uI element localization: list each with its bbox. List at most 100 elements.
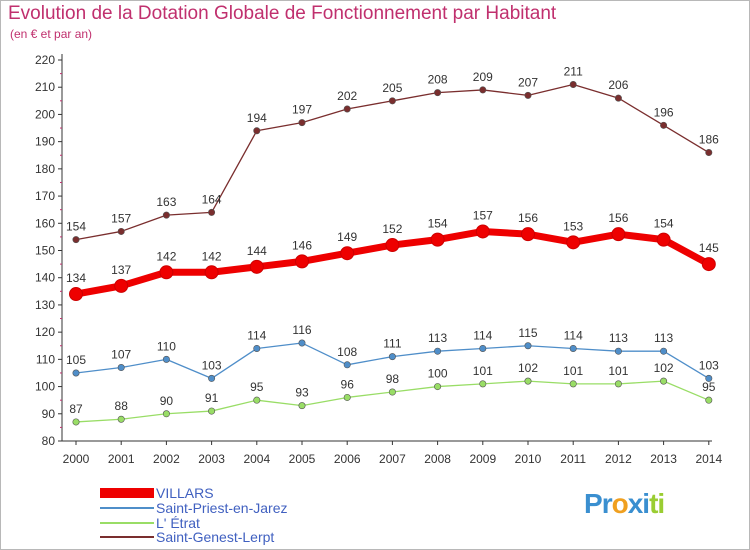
- data-label: 93: [295, 386, 309, 400]
- legend-item: L' Étrat: [100, 516, 200, 530]
- data-label: 103: [699, 358, 719, 372]
- data-point: [343, 105, 351, 113]
- data-label: 207: [518, 75, 538, 89]
- data-point: [208, 374, 216, 382]
- data-point: [343, 361, 351, 369]
- data-point: [701, 257, 716, 272]
- data-point: [614, 94, 622, 102]
- data-point: [569, 80, 577, 88]
- data-label: 194: [247, 111, 267, 125]
- data-label: 111: [383, 337, 402, 351]
- data-label: 105: [66, 353, 86, 367]
- data-point: [479, 380, 487, 388]
- data-point: [204, 265, 219, 280]
- legend-item: Saint-Genest-Lerpt: [100, 530, 274, 544]
- data-label: 145: [699, 241, 719, 255]
- logo-letter: r: [601, 488, 613, 519]
- data-label: 156: [608, 211, 628, 225]
- y-tick-label: 100: [35, 380, 55, 394]
- data-point: [117, 364, 125, 372]
- data-label: 114: [564, 328, 583, 342]
- data-point: [72, 369, 80, 377]
- legend-label: VILLARS: [156, 485, 214, 501]
- data-point: [566, 235, 581, 250]
- x-tick-label: 2013: [650, 452, 677, 466]
- data-point: [343, 393, 351, 401]
- data-label: 108: [337, 345, 357, 359]
- data-point: [479, 344, 487, 352]
- data-point: [705, 374, 713, 382]
- data-label: 103: [202, 358, 222, 372]
- data-label: 142: [156, 249, 176, 263]
- data-label: 114: [473, 328, 492, 342]
- y-tick-label: 140: [35, 271, 55, 285]
- data-point: [705, 396, 713, 404]
- data-label: 98: [386, 372, 400, 386]
- data-label: 154: [66, 220, 86, 234]
- data-label: 211: [564, 64, 583, 78]
- chart-subtitle: (en € et par an): [10, 27, 93, 41]
- data-point: [614, 347, 622, 355]
- data-point: [611, 227, 626, 242]
- data-point: [253, 344, 261, 352]
- data-label: 102: [518, 361, 538, 375]
- data-point: [162, 410, 170, 418]
- legend-item: VILLARS: [100, 486, 214, 500]
- data-label: 100: [428, 367, 448, 381]
- proxiti-logo: Proxiti: [584, 488, 665, 520]
- data-label: 113: [609, 331, 628, 345]
- legend-label: L' Étrat: [156, 515, 200, 531]
- legend-label: Saint-Priest-en-Jarez: [156, 500, 288, 516]
- data-point: [660, 377, 668, 385]
- data-label: 164: [202, 192, 222, 206]
- legend-item: Saint-Priest-en-Jarez: [100, 501, 288, 515]
- logo-letter: i: [657, 488, 665, 519]
- data-label: 186: [699, 133, 719, 147]
- data-label: 102: [654, 361, 674, 375]
- data-point: [569, 380, 577, 388]
- data-label: 157: [111, 211, 131, 225]
- y-tick-label: 190: [35, 135, 55, 149]
- x-tick-label: 2007: [379, 452, 406, 466]
- data-point: [434, 383, 442, 391]
- data-point: [656, 232, 671, 247]
- data-label: 88: [115, 399, 129, 413]
- data-point: [479, 86, 487, 94]
- logo-letter: x: [627, 488, 644, 519]
- data-point: [117, 227, 125, 235]
- data-point: [253, 396, 261, 404]
- data-point: [298, 119, 306, 127]
- data-label: 137: [111, 263, 131, 277]
- data-point: [159, 265, 174, 280]
- data-label: 87: [69, 402, 83, 416]
- data-label: 134: [66, 271, 86, 285]
- data-point: [430, 232, 445, 247]
- legend-swatch: [100, 522, 154, 524]
- data-label: 144: [247, 244, 267, 258]
- x-tick-label: 2002: [153, 452, 180, 466]
- x-tick-label: 2005: [289, 452, 316, 466]
- data-label: 197: [292, 103, 312, 117]
- y-tick-label: 110: [36, 352, 55, 366]
- data-label: 101: [473, 364, 493, 378]
- data-point: [208, 407, 216, 415]
- data-point: [249, 259, 264, 274]
- data-point: [524, 342, 532, 350]
- data-label: 154: [654, 217, 674, 231]
- data-point: [162, 211, 170, 219]
- data-label: 107: [111, 348, 131, 362]
- logo-letter: o: [611, 488, 629, 519]
- data-point: [660, 347, 668, 355]
- data-point: [660, 121, 668, 129]
- chart-title: Evolution de la Dotation Globale de Fonc…: [8, 3, 557, 24]
- data-point: [298, 402, 306, 410]
- y-tick-label: 220: [35, 53, 55, 67]
- data-label: 91: [205, 391, 219, 405]
- data-point: [614, 380, 622, 388]
- data-label: 163: [156, 195, 176, 209]
- data-label: 114: [247, 328, 266, 342]
- data-point: [569, 344, 577, 352]
- legend-swatch: [100, 507, 154, 509]
- data-label: 208: [428, 73, 448, 87]
